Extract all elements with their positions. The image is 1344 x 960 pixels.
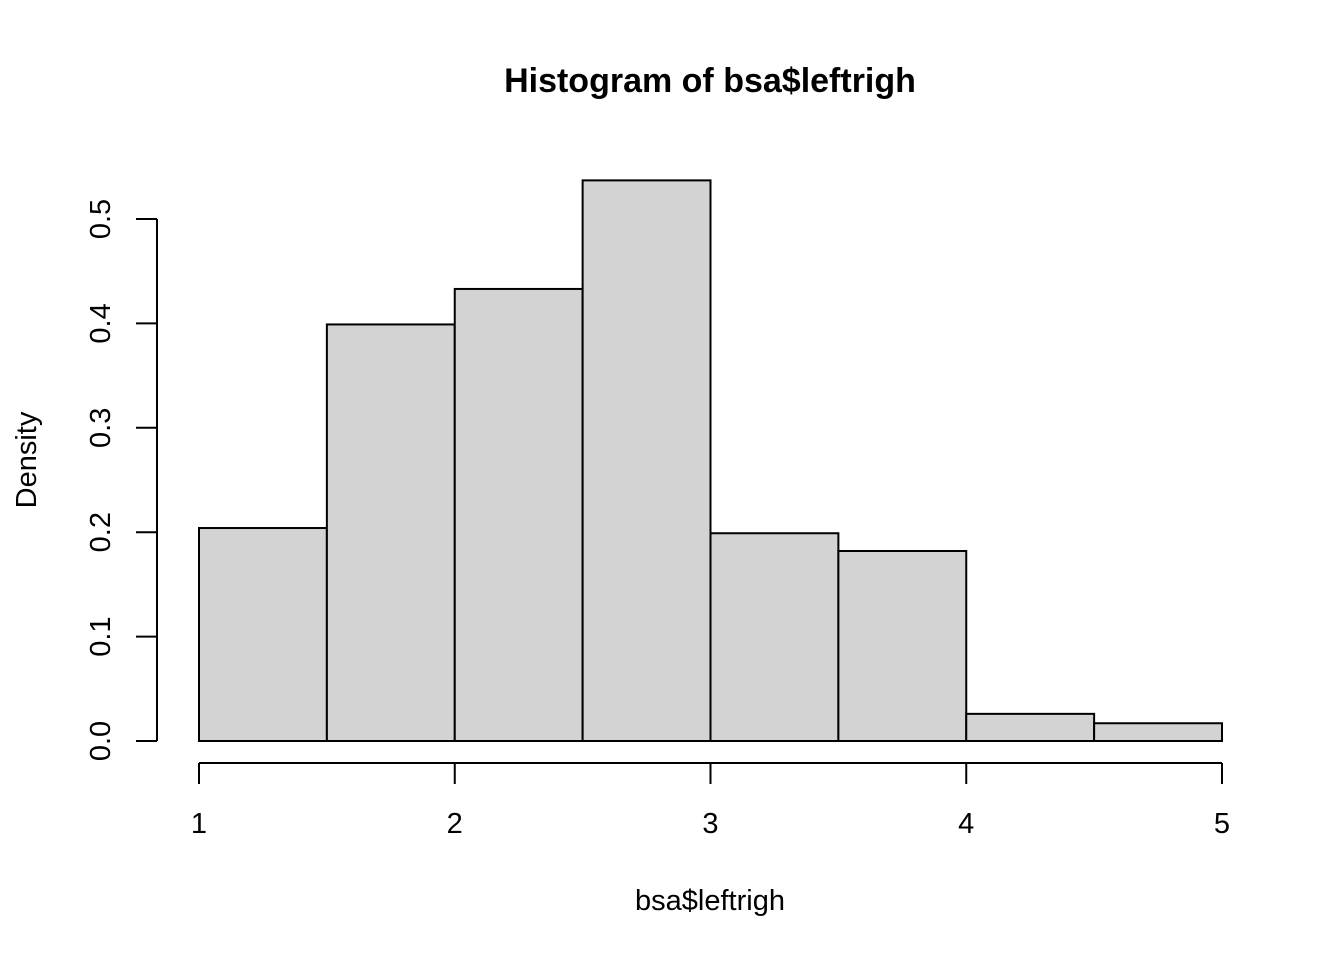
histogram-bar-6 bbox=[837, 549, 968, 742]
x-tick-label-4: 4 bbox=[958, 808, 974, 840]
x-axis: 1 2 3 4 5 bbox=[191, 762, 1230, 840]
histogram-bar-1 bbox=[198, 527, 328, 742]
y-axis-label: Density bbox=[11, 411, 43, 508]
y-axis: 0.0 0.1 0.2 0.3 0.4 0.5 bbox=[85, 199, 158, 761]
y-tick-label-0.1: 0.1 bbox=[85, 616, 117, 656]
histogram-bar-7 bbox=[965, 712, 1096, 743]
x-tick-label-2: 2 bbox=[447, 808, 463, 840]
y-tick-label-0.4: 0.4 bbox=[85, 303, 117, 343]
x-tick-label-3: 3 bbox=[702, 808, 718, 840]
histogram-bar-8 bbox=[1093, 722, 1223, 743]
x-axis-label: bsa$leftrigh bbox=[635, 885, 785, 917]
y-tick-label-0.5: 0.5 bbox=[85, 199, 117, 239]
histogram-bar-4 bbox=[581, 179, 712, 742]
bars-group bbox=[198, 179, 1223, 743]
x-tick-label-1: 1 bbox=[191, 808, 207, 840]
y-tick-label-0.2: 0.2 bbox=[85, 512, 117, 552]
chart-title: Histogram of bsa$leftrigh bbox=[504, 62, 916, 100]
histogram-bar-5 bbox=[709, 532, 840, 743]
x-tick-label-5: 5 bbox=[1214, 808, 1230, 840]
histogram-bar-3 bbox=[453, 287, 584, 742]
y-tick-label-0.3: 0.3 bbox=[85, 408, 117, 448]
histogram-bar-2 bbox=[325, 323, 456, 742]
y-tick-label-0.0: 0.0 bbox=[85, 721, 117, 761]
